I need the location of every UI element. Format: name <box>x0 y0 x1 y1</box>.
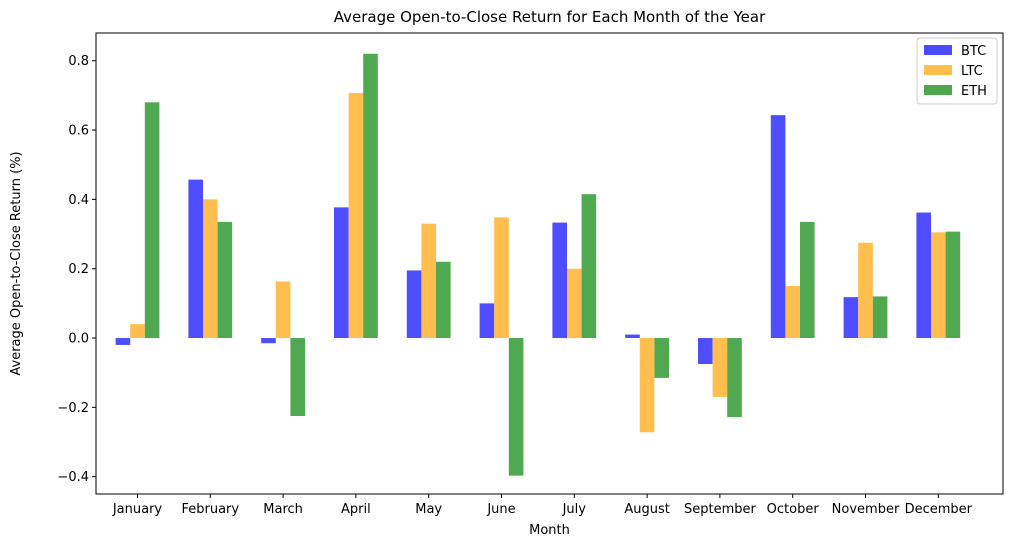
bar-btc-july <box>552 222 567 339</box>
bar-eth-march <box>290 338 305 417</box>
bar-eth-april <box>363 53 378 339</box>
x-tick-label: January <box>112 502 163 517</box>
bar-btc-december <box>916 212 931 339</box>
legend-swatch-btc <box>924 45 952 55</box>
x-axis-label: Month <box>529 523 570 538</box>
bar-btc-january <box>115 338 131 345</box>
bar-ltc-july <box>567 268 582 339</box>
x-tick-label: December <box>905 502 973 517</box>
x-tick-label: July <box>562 502 587 517</box>
x-tick-label: June <box>486 502 515 517</box>
bar-eth-july <box>581 194 597 339</box>
y-tick-label: −0.4 <box>57 470 89 485</box>
y-tick-label: 0.8 <box>68 54 89 69</box>
bar-eth-june <box>508 338 524 476</box>
legend-label-eth: ETH <box>961 84 987 99</box>
bar-btc-august <box>625 334 640 339</box>
bar-ltc-april <box>348 92 364 339</box>
bar-btc-april <box>334 207 349 339</box>
x-tick-label: September <box>684 502 757 517</box>
bar-ltc-november <box>858 242 873 339</box>
x-tick-label: March <box>263 502 303 517</box>
legend-swatch-eth <box>924 85 952 95</box>
bar-btc-february <box>188 179 203 339</box>
bar-btc-may <box>406 270 422 339</box>
bar-ltc-october <box>785 286 800 339</box>
bar-ltc-march <box>275 281 291 339</box>
x-tick-label: May <box>415 502 442 517</box>
bar-btc-november <box>843 297 859 339</box>
legend: BTC LTC ETH <box>916 37 998 105</box>
bar-ltc-may <box>421 223 436 339</box>
bar-btc-october <box>770 115 786 339</box>
y-tick-label: 0.4 <box>68 193 89 208</box>
bars-group <box>115 53 961 476</box>
x-tick-label: October <box>767 502 820 517</box>
bar-eth-november <box>872 296 888 339</box>
y-tick-label: 0.6 <box>68 124 89 139</box>
bar-eth-may <box>436 261 451 339</box>
bar-ltc-january <box>130 324 145 339</box>
bar-eth-august <box>654 338 669 378</box>
x-tick-label: February <box>181 502 239 517</box>
plot-frame <box>95 32 1004 495</box>
y-tick-label: 0.2 <box>68 262 89 277</box>
bar-ltc-august <box>639 338 655 433</box>
bar-ltc-february <box>203 199 218 339</box>
y-tick-label: 0.0 <box>68 332 89 347</box>
x-tick-label: August <box>624 502 670 517</box>
x-tick-label: November <box>832 502 900 517</box>
legend-swatch-ltc <box>924 65 952 75</box>
legend-label-btc: BTC <box>961 44 986 59</box>
y-tick-label: −0.2 <box>57 401 89 416</box>
chart-title: Average Open-to-Close Return for Each Mo… <box>334 8 766 26</box>
bar-ltc-september <box>712 338 728 397</box>
bar-ltc-june <box>494 217 509 339</box>
bar-ltc-december <box>931 232 946 339</box>
bar-btc-september <box>698 338 713 365</box>
bar-eth-december <box>945 231 961 339</box>
legend-label-ltc: LTC <box>961 64 983 79</box>
bar-eth-september <box>727 338 742 418</box>
bar-eth-january <box>144 102 160 339</box>
x-axis: January February March April May June July Augu… <box>112 494 973 517</box>
x-tick-label: April <box>341 502 371 517</box>
bar-btc-march <box>261 338 276 344</box>
bar-btc-june <box>479 303 495 339</box>
y-axis: −0.4 −0.2 0.0 0.2 0.4 0.6 0.8 <box>57 54 96 485</box>
bar-eth-october <box>800 221 815 339</box>
bar-eth-february <box>217 221 233 339</box>
y-axis-label: Average Open-to-Close Return (%) <box>9 151 24 375</box>
